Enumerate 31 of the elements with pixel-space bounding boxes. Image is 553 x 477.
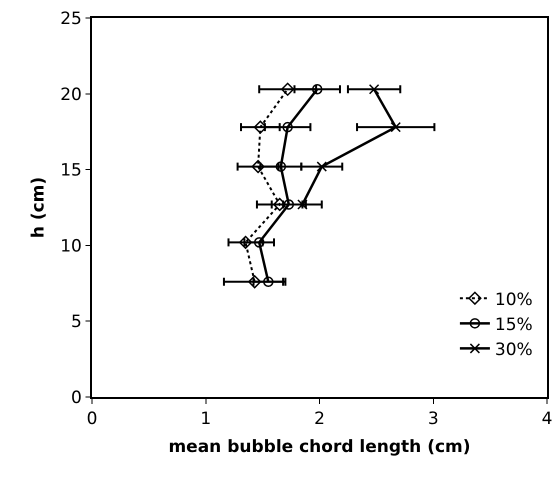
point [254,120,267,134]
point [316,161,328,172]
point [282,122,293,132]
point [312,84,322,94]
y-tick-label: 5 [71,312,82,332]
point [368,84,380,94]
point [251,160,265,174]
y-tick-label: 0 [71,388,82,408]
x-axis-title: mean bubble chord length (cm) [168,437,471,458]
x-tick-label: 0 [86,409,98,430]
x-tick-label: 2 [314,409,325,430]
y-tick-label: 25 [60,8,82,29]
point [273,198,286,212]
point [281,82,294,96]
legend-label: 30% [494,340,533,360]
point [276,161,286,172]
point [263,276,274,288]
x-tick-label: 1 [200,409,212,430]
point [284,199,294,210]
legend-label: 15% [494,314,533,335]
y-tick-label: 15 [60,160,82,181]
x-tick-label: 3 [428,409,439,430]
y-tick-label: 20 [60,84,82,105]
y-axis-title: h (cm) [28,176,48,238]
point [238,236,252,249]
point [390,122,401,132]
y-tick-label: 10 [60,236,82,256]
point [248,275,262,288]
legend-label: 10% [494,290,533,310]
x-tick-label: 4 [542,409,552,430]
point [254,237,264,248]
